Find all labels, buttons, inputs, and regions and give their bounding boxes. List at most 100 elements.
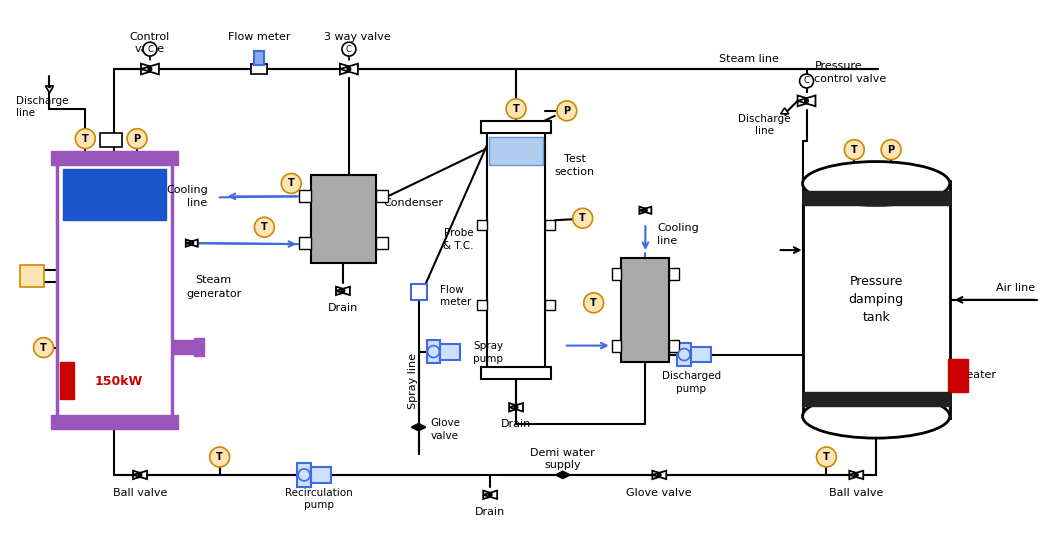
Bar	[487, 131, 545, 369]
Text: Separator: Separator	[79, 188, 149, 201]
Polygon shape	[45, 86, 54, 93]
Text: Drain: Drain	[501, 419, 531, 429]
Polygon shape	[340, 63, 358, 75]
Bar	[478, 300, 487, 310]
Bar	[611, 340, 622, 352]
Text: Condenser: Condenser	[384, 198, 444, 208]
Polygon shape	[186, 239, 198, 247]
Text: Flow meter: Flow meter	[228, 32, 290, 42]
Bar	[20, 265, 43, 287]
Bar	[669, 268, 680, 280]
Bar	[63, 168, 166, 220]
Bar	[481, 121, 551, 133]
Bar	[426, 340, 441, 364]
Bar	[255, 51, 264, 65]
Text: Ball valve: Ball valve	[829, 488, 884, 498]
Polygon shape	[555, 471, 570, 479]
Text: T: T	[82, 134, 88, 144]
Text: line: line	[187, 198, 207, 208]
Polygon shape	[509, 403, 523, 411]
Bar	[299, 190, 311, 203]
Text: & T.C.: & T.C.	[443, 241, 473, 251]
Bar	[669, 340, 680, 352]
Circle shape	[255, 217, 275, 237]
Text: T: T	[261, 222, 268, 232]
Text: Ball valve: Ball valve	[113, 488, 167, 498]
Text: T: T	[288, 179, 295, 189]
Circle shape	[143, 42, 157, 56]
Text: line: line	[755, 126, 774, 136]
Text: Spray line: Spray line	[407, 353, 418, 409]
Circle shape	[854, 473, 858, 477]
Bar	[691, 346, 711, 362]
Text: Air line: Air line	[996, 283, 1035, 293]
Circle shape	[845, 140, 865, 159]
Bar	[545, 220, 554, 230]
Text: Discharge: Discharge	[739, 114, 791, 124]
Bar	[376, 190, 388, 203]
Circle shape	[127, 129, 147, 149]
Text: Drain: Drain	[328, 303, 358, 313]
Bar	[803, 181, 950, 418]
Text: 150kW: 150kW	[95, 375, 143, 388]
Text: Probe: Probe	[444, 228, 473, 238]
Text: Pressure: Pressure	[849, 276, 903, 288]
Text: damping: damping	[849, 293, 904, 306]
Text: C: C	[147, 45, 153, 54]
Text: valve: valve	[430, 431, 459, 441]
Bar	[481, 367, 551, 379]
Text: P: P	[888, 144, 894, 155]
Text: C: C	[346, 45, 351, 54]
Polygon shape	[652, 471, 666, 479]
Bar	[194, 337, 204, 356]
Text: Control: Control	[129, 32, 170, 42]
Polygon shape	[797, 95, 815, 106]
Text: T: T	[580, 213, 586, 223]
Circle shape	[644, 208, 647, 212]
Text: T: T	[851, 144, 857, 155]
Text: Steam line: Steam line	[719, 54, 778, 64]
Text: Glove: Glove	[430, 418, 461, 428]
Circle shape	[298, 469, 310, 481]
Bar	[171, 340, 194, 353]
Bar	[376, 237, 388, 249]
Circle shape	[514, 406, 518, 409]
Bar	[545, 300, 554, 310]
Polygon shape	[340, 63, 358, 75]
Circle shape	[190, 241, 194, 245]
Bar	[948, 359, 968, 392]
Text: T: T	[823, 452, 830, 462]
Text: Flow: Flow	[441, 285, 464, 295]
Bar	[52, 151, 178, 165]
Bar	[58, 160, 171, 419]
Circle shape	[506, 99, 526, 119]
Text: pump: pump	[304, 500, 335, 510]
Circle shape	[882, 140, 901, 159]
Circle shape	[572, 208, 592, 228]
Polygon shape	[411, 424, 425, 431]
Text: Discharged: Discharged	[662, 372, 721, 382]
Polygon shape	[141, 63, 159, 75]
Circle shape	[679, 349, 690, 360]
Circle shape	[805, 99, 808, 103]
Text: P: P	[134, 134, 141, 144]
Bar	[441, 344, 461, 360]
Bar	[410, 284, 426, 300]
Bar	[478, 220, 487, 230]
Text: Cooling: Cooling	[658, 223, 700, 233]
Circle shape	[488, 493, 492, 497]
Bar	[298, 463, 311, 487]
Ellipse shape	[803, 394, 950, 438]
Circle shape	[34, 337, 54, 358]
Polygon shape	[336, 287, 350, 295]
Circle shape	[342, 42, 356, 56]
Circle shape	[816, 447, 836, 467]
Text: P: P	[563, 106, 570, 116]
Text: Discharge: Discharge	[16, 96, 68, 106]
Text: line: line	[16, 108, 35, 118]
Bar	[489, 136, 543, 165]
Circle shape	[557, 101, 576, 121]
Bar	[803, 392, 950, 406]
Polygon shape	[849, 471, 864, 479]
Circle shape	[658, 473, 661, 477]
